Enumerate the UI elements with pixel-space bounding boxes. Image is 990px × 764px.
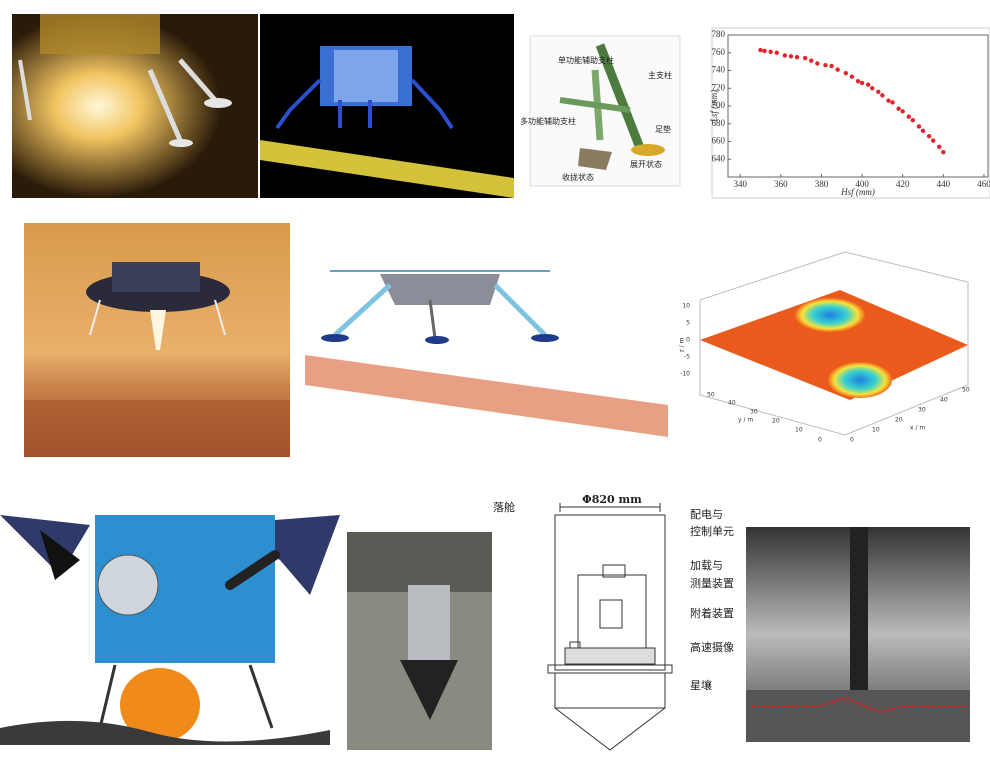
leg-diagram: 单功能辅助支柱 主支柱 多功能辅助支柱 足垫 收拢状态 展开状态 [520, 35, 681, 187]
point [930, 138, 936, 143]
x-tick-label: 50 [962, 387, 970, 394]
leg-label: 单功能辅助支柱 [558, 55, 614, 65]
x-axis-label: Hsf (mm) [840, 187, 875, 197]
point [809, 58, 814, 63]
point [896, 106, 901, 111]
point [762, 48, 767, 54]
y-tick-label: 10 [795, 427, 803, 434]
diameter-label: Φ820 mm [582, 493, 642, 506]
y-tick-label: 700 [712, 100, 726, 110]
leg-label: 主支柱 [648, 70, 672, 80]
point [876, 89, 881, 95]
x-tick-label: 340 [733, 179, 747, 189]
x-tick-label: 380 [815, 179, 829, 189]
y-tick-label: 30 [750, 409, 758, 416]
simulation-lander [260, 14, 514, 198]
point [910, 118, 916, 123]
y-tick-label: 50 [707, 392, 715, 399]
y-tick-label: 0 [818, 437, 822, 444]
point [900, 109, 905, 114]
x-tick-label: 420 [896, 179, 910, 189]
z-tick-label: -10 [680, 371, 690, 378]
point [880, 93, 885, 98]
mars-lander [24, 223, 290, 457]
z-tick-label: 10 [682, 303, 690, 310]
y-axis-label: y / m [738, 417, 753, 424]
tube-photo [347, 532, 492, 750]
point [859, 80, 865, 86]
loading-unit-label: 加载与 [690, 559, 723, 572]
x-tick-label: 400 [855, 179, 869, 189]
y-tick-label: 660 [712, 136, 726, 146]
point [941, 149, 946, 155]
leg-label: 足垫 [655, 124, 671, 134]
x-tick-label: 30 [918, 407, 926, 414]
point [870, 86, 875, 91]
drop-test-diagram [547, 503, 673, 751]
x-tick-label: 20 [895, 417, 903, 424]
point [926, 133, 932, 139]
surface-plot: z / m y / m x / m 10 5 0 -5 -10 0 10 20 … [679, 251, 970, 444]
leg-label: 收拢状态 [562, 172, 594, 182]
y-tick-label: 680 [712, 118, 726, 128]
y-tick-label: 760 [712, 47, 726, 57]
drop-test-labels: Φ820 mm 落舱 配电与 控制单元 加载与 测量装置 附着装置 高速摄像 星… [493, 493, 734, 692]
scatter-plot: Lsf (mm) Hsf (mm) 340 360 380 400 420 440 460 6… [709, 27, 990, 199]
point [855, 78, 861, 84]
point [906, 114, 911, 119]
y-tick-label: 20 [772, 418, 780, 425]
x-tick-label: 360 [774, 179, 788, 189]
point [890, 100, 895, 105]
point [886, 98, 891, 103]
y-tick-label: 720 [712, 82, 726, 92]
power-unit-label: 控制单元 [690, 524, 734, 538]
point [937, 144, 942, 150]
y-axis-label: Lsf (mm) [709, 90, 719, 123]
leg-label: 多功能辅助支柱 [520, 116, 576, 126]
point [802, 55, 808, 61]
x-tick-label: 10 [872, 427, 880, 434]
point [774, 50, 779, 55]
point [782, 53, 788, 58]
impact-photo [746, 527, 970, 742]
x-tick-label: 460 [977, 179, 990, 189]
regolith-label: 星壤 [690, 678, 712, 692]
point [843, 70, 849, 76]
point [920, 128, 926, 134]
z-tick-label: 5 [686, 320, 690, 327]
z-tick-label: 0 [686, 337, 690, 344]
lander-photo [12, 14, 258, 198]
point [794, 54, 800, 60]
y-tick-label: 40 [728, 400, 736, 407]
power-unit-label: 配电与 [690, 508, 723, 521]
point [829, 63, 834, 69]
point [849, 74, 855, 79]
y-tick-label: 780 [712, 29, 726, 39]
slope-lander [305, 270, 668, 437]
point [835, 67, 840, 72]
attachment-label: 附着装置 [690, 606, 734, 620]
point [768, 49, 773, 55]
x-tick-label: 0 [850, 437, 854, 444]
x-tick-label: 40 [940, 397, 948, 404]
point [788, 54, 794, 59]
blue-lander [0, 515, 340, 745]
y-tick-label: 740 [712, 65, 726, 75]
capsule-label: 落舱 [493, 500, 515, 514]
x-tick-label: 440 [937, 179, 951, 189]
point [758, 47, 763, 53]
y-tick-label: 640 [712, 153, 726, 163]
point [865, 82, 871, 87]
x-axis-label: x / m [910, 425, 925, 432]
leg-label: 展开状态 [630, 159, 662, 169]
camera-label: 高速摄像 [690, 640, 734, 654]
z-tick-label: -5 [684, 354, 690, 361]
point [916, 124, 922, 129]
loading-unit-label: 测量装置 [690, 577, 734, 590]
point [823, 62, 828, 68]
point [815, 61, 820, 66]
z-axis-label: z / m [679, 337, 686, 352]
